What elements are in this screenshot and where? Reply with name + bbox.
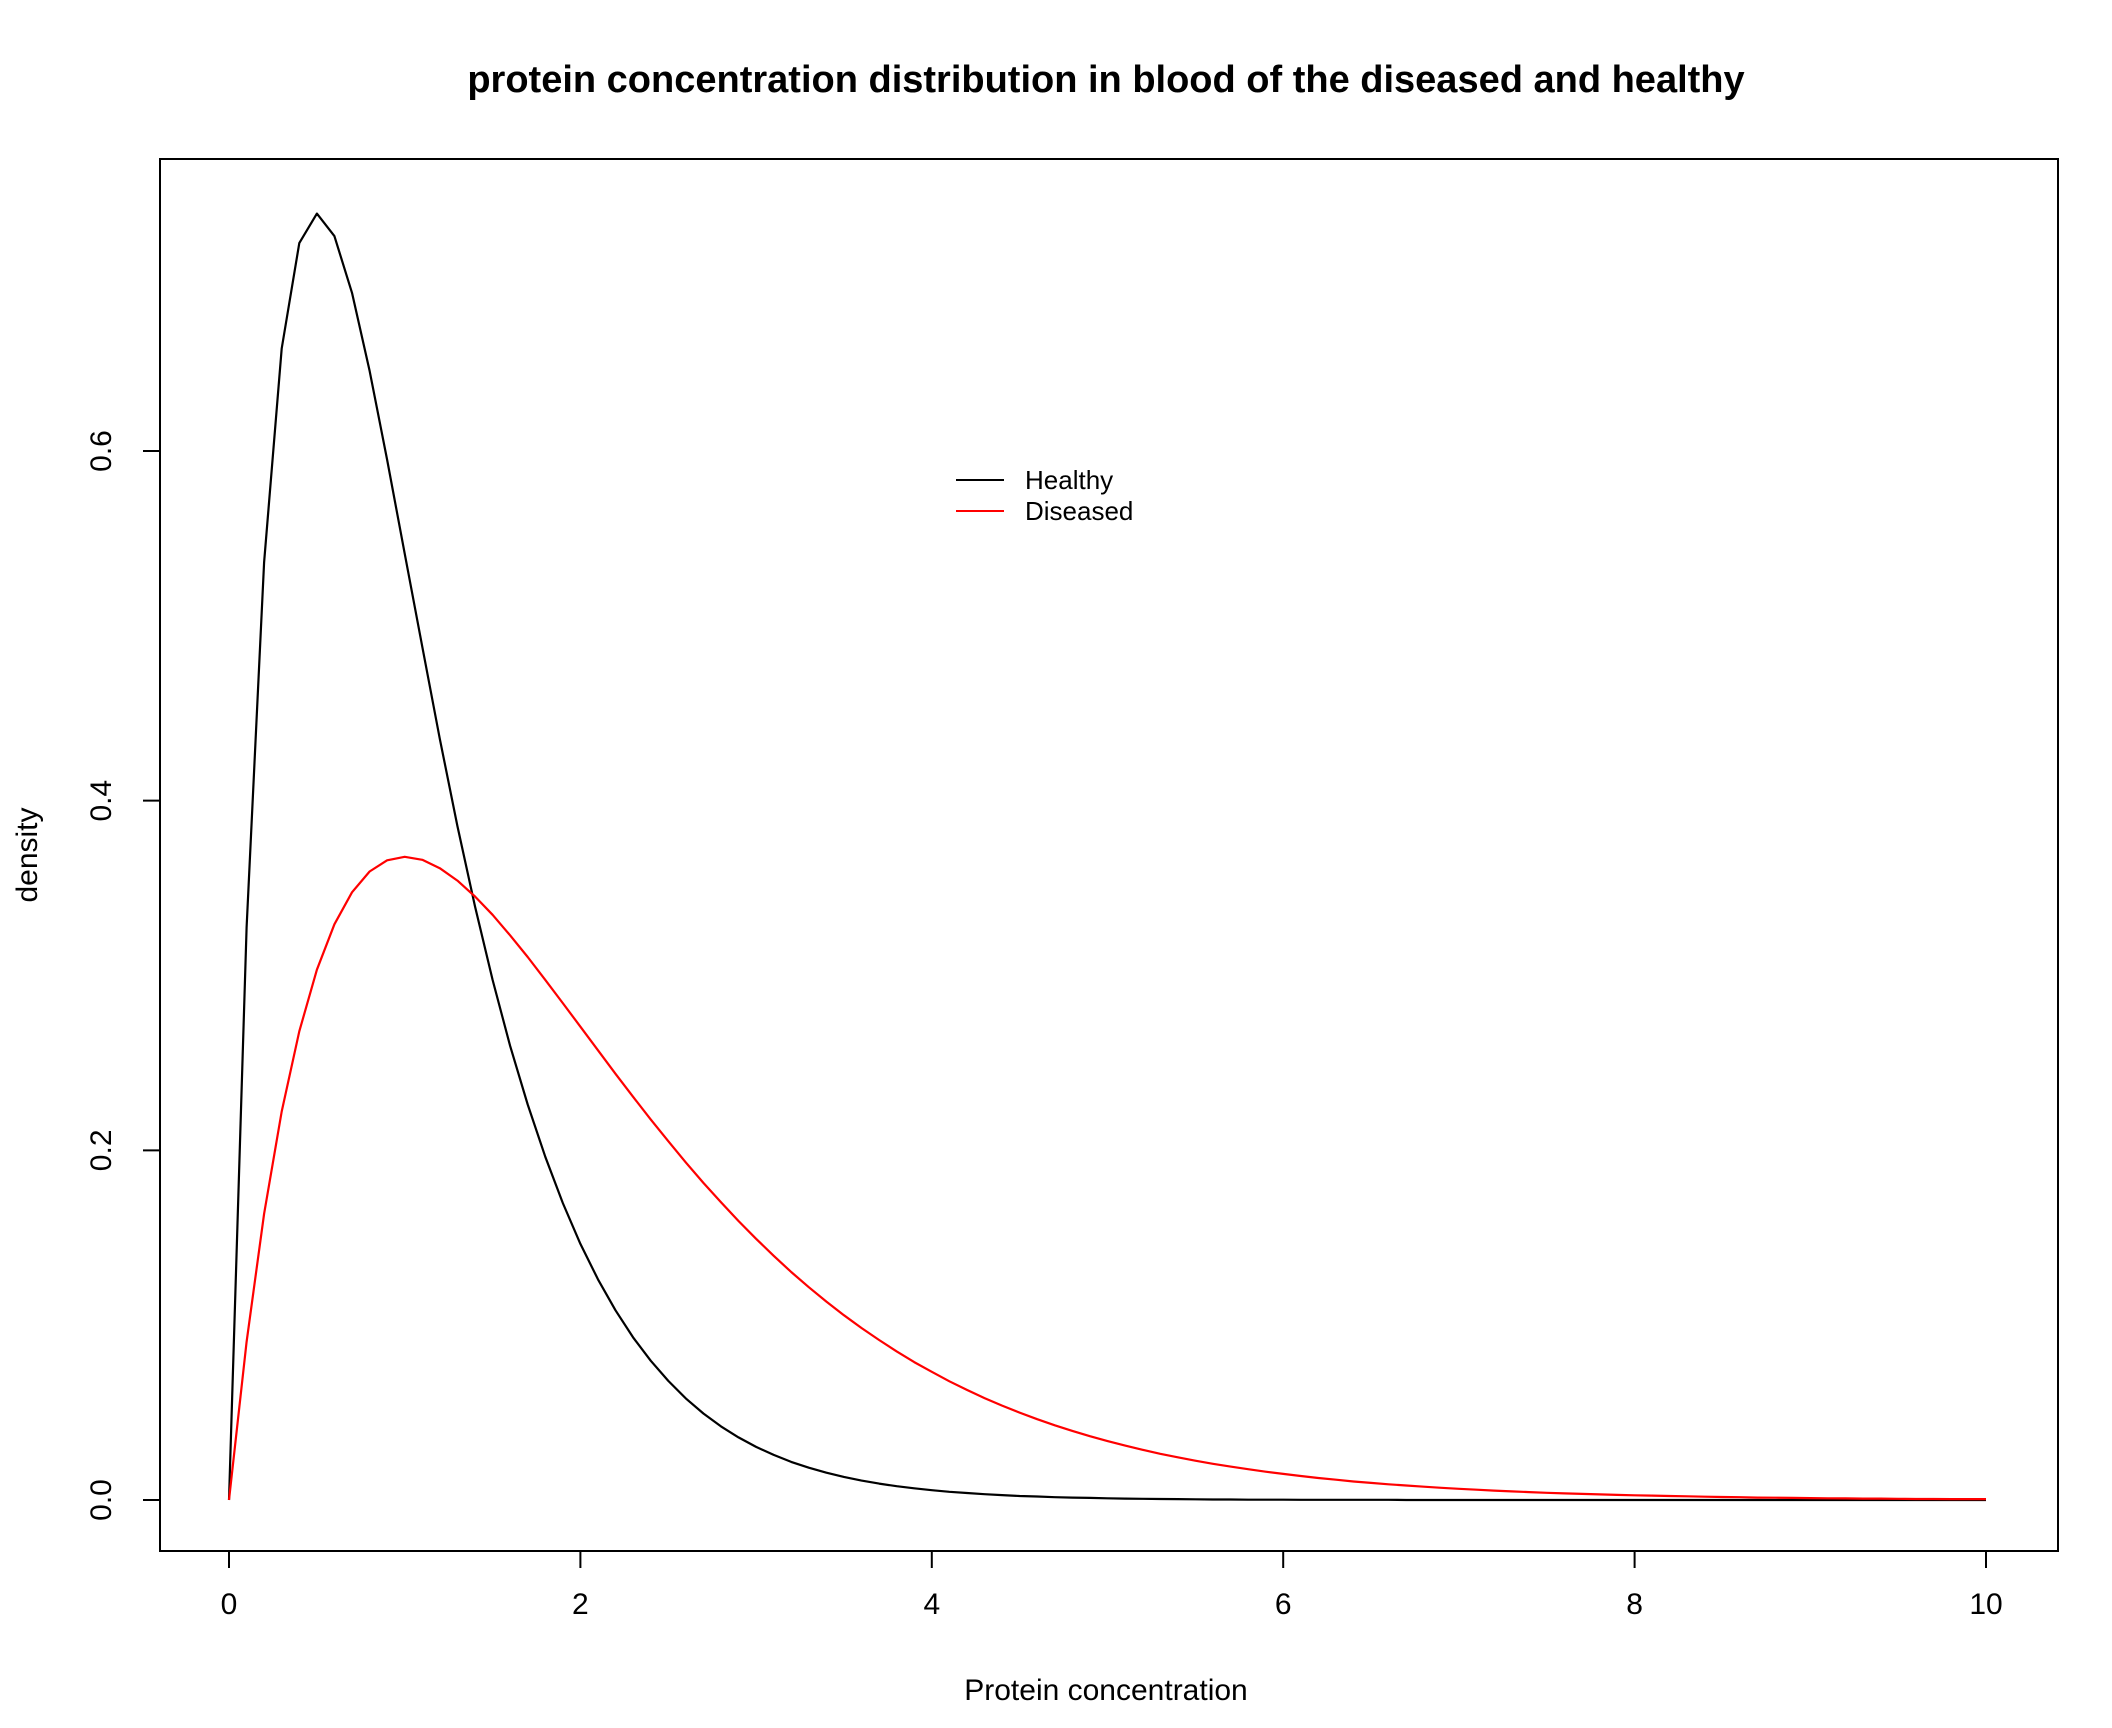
x-axis: 0 2 4 6 8 10	[221, 1550, 2003, 1621]
x-tick-label: 10	[1969, 1588, 2002, 1621]
series-line-diseased	[227, 855, 1986, 1501]
x-tick-label: 8	[1626, 1588, 1643, 1621]
legend: Healthy Diseased	[956, 465, 1133, 526]
y-axis-label: density	[11, 807, 44, 902]
y-axis: 0.0 0.2 0.4 0.6	[85, 430, 161, 1521]
y-tick-label: 0.0	[85, 1479, 118, 1521]
y-tick-label: 0.4	[85, 780, 118, 822]
legend-label-healthy: Healthy	[1025, 465, 1113, 495]
x-axis-label: Protein concentration	[964, 1674, 1248, 1707]
chart-title: protein concentration distribution in bl…	[467, 59, 1744, 101]
y-tick-label: 0.2	[85, 1129, 118, 1171]
x-tick-label: 2	[572, 1588, 589, 1621]
x-tick-label: 4	[923, 1588, 940, 1621]
series-line-healthy	[227, 212, 1986, 1502]
x-tick-label: 0	[221, 1588, 238, 1621]
y-tick-label: 0.6	[85, 430, 118, 472]
x-tick-label: 6	[1275, 1588, 1292, 1621]
series-layer	[227, 212, 1986, 1502]
legend-label-diseased: Diseased	[1025, 496, 1133, 526]
